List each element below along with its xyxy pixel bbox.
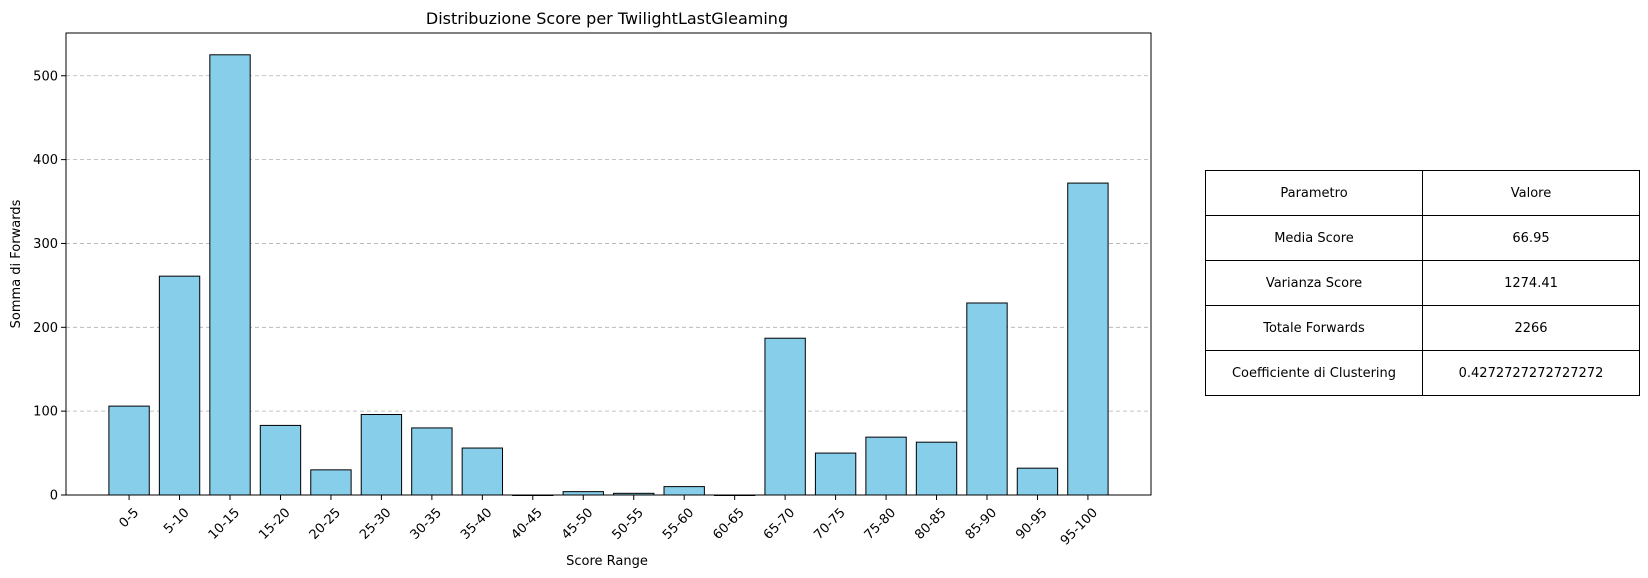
x-tick-label: 60-65	[710, 505, 747, 542]
x-tick-label: 0-5	[117, 505, 143, 531]
table-cell-param: Varianza Score	[1205, 260, 1423, 306]
table-cell-value: 66.95	[1422, 215, 1640, 261]
bar-45-50	[562, 491, 604, 496]
table-header-cell: Parametro	[1205, 170, 1423, 216]
x-tick-label: 15-20	[256, 505, 293, 542]
bar-95-100	[1067, 182, 1109, 496]
x-tick-label: 85-90	[963, 505, 1000, 542]
x-tick-label: 35-40	[458, 505, 495, 542]
bar-90-95	[1016, 467, 1059, 496]
table-header-cell: Valore	[1422, 170, 1640, 216]
x-tick-label: 10-15	[206, 505, 243, 542]
bar-20-25	[310, 469, 352, 496]
y-tick-label: 100	[33, 405, 58, 420]
x-axis-label: Score Range	[566, 554, 648, 569]
bar-70-75	[814, 452, 857, 496]
x-tick-label: 5-10	[161, 505, 192, 536]
bar-10-15	[209, 54, 251, 496]
x-tick-label: 65-70	[761, 505, 798, 542]
bar-80-85	[915, 441, 958, 496]
x-tick-label: 25-30	[357, 505, 394, 542]
x-tick-label: 90-95	[1013, 505, 1050, 542]
bar-15-20	[259, 424, 302, 496]
x-tick-label: 30-35	[408, 505, 445, 542]
bar-25-30	[360, 414, 403, 496]
bar-0-5	[108, 405, 150, 496]
table-cell-value: 2266	[1422, 305, 1640, 351]
x-axis: 0-5 5-10 10-15 15-20 20-25 25-30 30-35 35-40 40-…	[117, 495, 1101, 549]
x-tick-label: 40-45	[509, 505, 546, 542]
x-tick-label: 20-25	[307, 505, 344, 542]
bar-55-60	[663, 486, 705, 496]
y-tick-label: 0	[50, 489, 58, 504]
plot-frame	[65, 32, 1152, 496]
x-tick-label: 95-100	[1058, 505, 1101, 548]
table-cell-value: 1274.41	[1422, 260, 1640, 306]
y-tick-label: 400	[33, 153, 58, 168]
chart-title: Distribuzione Score per TwilightLastGlea…	[426, 9, 788, 28]
x-tick-label: 45-50	[559, 505, 596, 542]
y-tick-label: 200	[33, 321, 58, 336]
y-tick-label: 300	[33, 237, 58, 252]
x-tick-label: 80-85	[912, 505, 949, 542]
table-cell-param: Coefficiente di Clustering	[1205, 350, 1423, 396]
bar-30-35	[411, 427, 453, 496]
table-row: Totale Forwards 2266	[1205, 305, 1640, 351]
y-axis: 0 100 200 300 400 500	[33, 69, 66, 504]
bar-5-10	[158, 275, 201, 496]
stats-table: Parametro Valore Media Score 66.95 Varia…	[1205, 170, 1640, 396]
table-cell-param: Totale Forwards	[1205, 305, 1423, 351]
table-row: Coefficiente di Clustering 0.42727272727…	[1205, 350, 1640, 396]
bars	[108, 54, 1109, 496]
table-cell-value: 0.4272727272727272	[1422, 350, 1640, 396]
y-tick-label: 500	[33, 69, 58, 84]
table-row: Varianza Score 1274.41	[1205, 260, 1640, 306]
bar-75-80	[865, 436, 907, 496]
x-tick-label: 70-75	[811, 505, 848, 542]
table-cell-param: Media Score	[1205, 215, 1423, 261]
y-axis-label: Somma di Forwards	[9, 199, 24, 328]
x-tick-label: 75-80	[862, 505, 899, 542]
x-tick-label: 55-60	[660, 505, 697, 542]
bar-65-70	[764, 337, 806, 496]
bar-85-90	[966, 302, 1008, 496]
table-header-row: Parametro Valore	[1205, 170, 1640, 216]
table-row: Media Score 66.95	[1205, 215, 1640, 261]
bar-35-40	[461, 447, 504, 496]
x-tick-label: 50-55	[609, 505, 646, 542]
